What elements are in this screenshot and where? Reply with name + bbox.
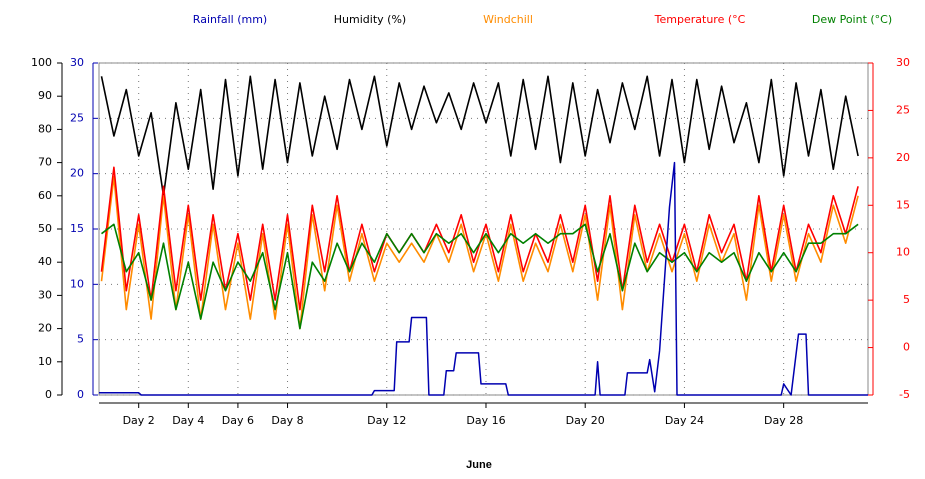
y3-tick-label: 15 [70,222,84,235]
series-line [101,223,859,330]
y-tick-label: 60 [38,189,52,202]
x-tick-label: Day 12 [367,414,406,427]
x-tick-label: Day 8 [271,414,303,427]
y-tick-label: 80 [38,122,52,135]
y3-tick-label: 30 [70,56,84,69]
y2-tick-label: 15 [896,198,910,211]
legend-entry: Rainfall (mm) [193,13,267,26]
x-tick-label: Day 4 [172,414,204,427]
y-tick-label: 10 [38,355,52,368]
x-tick-label: Day 16 [466,414,505,427]
y-tick-label: 50 [38,222,52,235]
y-tick-label: 70 [38,156,52,169]
legend-entry: Temperature (°C [654,13,746,26]
y-tick-label: 90 [38,89,52,102]
y2-tick-label: 25 [896,103,910,116]
y-tick-label: 100 [31,56,52,69]
x-tick-label: Day 2 [123,414,155,427]
y2-tick-label: -5 [899,388,910,401]
y-tick-label: 30 [38,288,52,301]
x-tick-label: Day 20 [566,414,605,427]
x-axis-title: June [466,459,492,471]
y-tick-label: 20 [38,322,52,335]
y2-tick-label: 10 [896,246,910,259]
y3-tick-label: 10 [70,277,84,290]
y3-tick-label: 5 [77,333,84,346]
legend-entry: Humidity (%) [334,13,406,26]
y2-tick-label: 5 [903,293,910,306]
legend-entry: Windchill [483,13,533,26]
x-tick-label: Day 6 [222,414,254,427]
y3-tick-label: 25 [70,111,84,124]
y2-tick-label: 20 [896,151,910,164]
y2-tick-label: 0 [903,341,910,354]
x-tick-label: Day 28 [764,414,803,427]
legend-entry: Dew Point (°C) [812,13,892,26]
series-line [100,75,859,197]
series-line [99,161,868,396]
y-tick-label: 40 [38,255,52,268]
y3-tick-label: 20 [70,167,84,180]
y-tick-label: 0 [45,388,52,401]
series-line [100,176,859,330]
y3-tick-label: 0 [77,388,84,401]
y2-tick-label: 30 [896,56,910,69]
x-tick-label: Day 24 [665,414,704,427]
